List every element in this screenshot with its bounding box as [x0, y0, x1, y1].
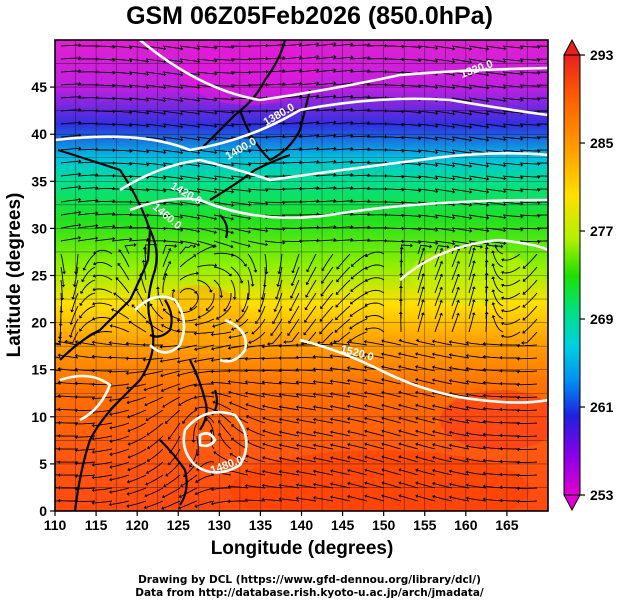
y-tick-label: 5 — [39, 456, 47, 472]
x-tick-label: 145 — [331, 517, 355, 533]
x-tick-label: 160 — [454, 517, 478, 533]
y-tick-label: 30 — [31, 220, 47, 236]
x-axis-label: Longitude (degrees) — [211, 538, 394, 559]
y-axis-label: Latitude (degrees) — [4, 193, 25, 358]
credits: Drawing by DCL (https://www.gfd-dennou.o… — [0, 574, 619, 600]
colorbar-top-arrow — [563, 38, 581, 56]
y-tick-label: 15 — [31, 362, 47, 378]
y-tick-label: 45 — [31, 79, 47, 95]
x-tick-label: 110 — [44, 517, 67, 533]
colorbar-tick-label: 261 — [590, 399, 614, 415]
map-title: GSM 06Z05Feb2026 (850.0hPa) — [126, 2, 493, 30]
x-tick-label: 130 — [208, 517, 232, 533]
colorbar: 253 261 269 277 285 293 — [563, 38, 614, 512]
x-tick-label: 155 — [413, 517, 437, 533]
x-tick-label: 140 — [290, 517, 314, 533]
x-tick-label: 125 — [167, 517, 191, 533]
x-tick-label: 115 — [85, 517, 108, 533]
y-tick-label: 0 — [39, 503, 47, 519]
y-tick-label: 20 — [31, 315, 47, 331]
colorbar-tick-label: 277 — [590, 223, 614, 239]
y-tick-label: 25 — [31, 268, 47, 284]
x-tick-label: 165 — [495, 517, 519, 533]
height-contours — [55, 40, 548, 474]
y-tick-label: 10 — [31, 409, 47, 425]
colorbar-tick-label: 293 — [590, 47, 614, 63]
x-tick-label: 150 — [372, 517, 396, 533]
credit-line-data: Data from http://database.rish.kyoto-u.a… — [135, 587, 484, 599]
y-tick-label: 35 — [31, 173, 47, 189]
x-tick-label: 135 — [249, 517, 273, 533]
y-tick-label: 40 — [31, 126, 47, 142]
x-tick-label: 120 — [125, 517, 149, 533]
x-axis: 110 115 120 125 130 135 140 145 150 155 160 165 — [44, 511, 519, 533]
colorbar-tick-label: 285 — [590, 135, 614, 151]
colorbar-tick-label: 253 — [590, 487, 614, 503]
credit-line-drawing: Drawing by DCL (https://www.gfd-dennou.o… — [138, 574, 481, 586]
colorbar-tick-label: 269 — [590, 311, 614, 327]
y-axis: 0 5 10 15 20 25 30 35 40 45 — [31, 79, 55, 519]
colorbar-scale — [563, 54, 581, 496]
colorbar-bottom-arrow — [563, 494, 581, 512]
